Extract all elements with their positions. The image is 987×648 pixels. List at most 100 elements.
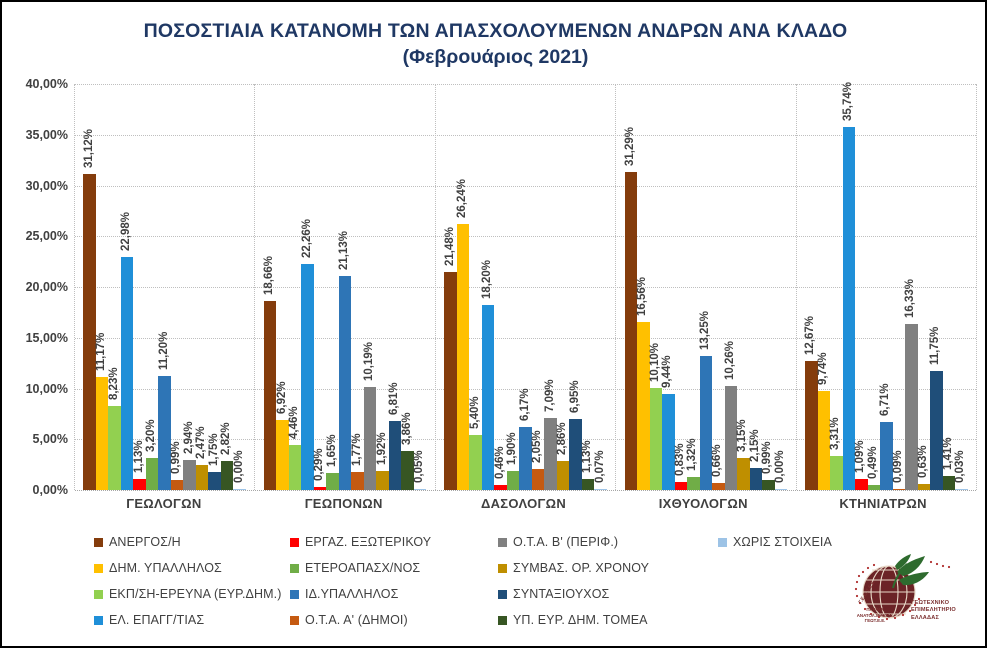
- bar-slot[interactable]: 6,95%: [569, 84, 582, 490]
- bar-slot[interactable]: 10,10%: [649, 84, 663, 490]
- bar[interactable]: [624, 172, 638, 490]
- bar-slot[interactable]: 11,20%: [158, 84, 171, 490]
- bar[interactable]: [855, 478, 868, 490]
- bar-slot[interactable]: 1,65%: [326, 84, 339, 490]
- bar[interactable]: [170, 479, 184, 490]
- legend-item[interactable]: ΕΛ. ΕΠΑΓΓ/ΤΙΑΣ: [94, 613, 290, 627]
- bar[interactable]: [338, 275, 352, 490]
- bar-slot[interactable]: 26,24%: [456, 84, 470, 490]
- bar[interactable]: [83, 174, 96, 490]
- bar-slot[interactable]: 0,49%: [867, 84, 881, 490]
- bar-slot[interactable]: 6,81%: [388, 84, 402, 490]
- bar-slot[interactable]: 1,90%: [506, 84, 520, 490]
- bar-slot[interactable]: 9,74%: [817, 84, 831, 490]
- bar-slot[interactable]: 0,00%: [774, 84, 788, 490]
- bar-slot[interactable]: 12,67%: [804, 84, 818, 490]
- bar[interactable]: [220, 461, 234, 490]
- bar[interactable]: [494, 485, 507, 490]
- bar-slot[interactable]: 2,94%: [183, 84, 196, 490]
- bar[interactable]: [195, 464, 209, 490]
- legend-item[interactable]: ΥΠ. ΕΥΡ. ΔΗΜ. ΤΟΜΕΑ: [498, 613, 718, 627]
- bar[interactable]: [531, 469, 545, 490]
- bar[interactable]: [376, 470, 389, 490]
- bar-slot[interactable]: 0,99%: [170, 84, 184, 490]
- bar[interactable]: [637, 321, 650, 490]
- bar-slot[interactable]: 3,31%: [829, 84, 843, 490]
- bar-slot[interactable]: 9,44%: [661, 84, 675, 490]
- bar-slot[interactable]: 2,47%: [195, 84, 209, 490]
- bar[interactable]: [712, 483, 725, 490]
- bar[interactable]: [481, 305, 495, 490]
- bar-slot[interactable]: 21,48%: [444, 84, 457, 490]
- bar-slot[interactable]: 0,66%: [711, 84, 725, 490]
- bar[interactable]: [388, 420, 402, 490]
- bar-slot[interactable]: 1,32%: [686, 84, 700, 490]
- bar-slot[interactable]: 0,83%: [674, 84, 688, 490]
- bar[interactable]: [456, 223, 470, 490]
- bar-slot[interactable]: 22,98%: [120, 84, 134, 490]
- legend-item[interactable]: ΔΗΜ. ΥΠΑΛΛΗΛΟΣ: [94, 561, 290, 575]
- bar[interactable]: [880, 421, 893, 490]
- bar-slot[interactable]: 16,56%: [636, 84, 650, 490]
- bar-slot[interactable]: 0,09%: [892, 84, 906, 490]
- bar-slot[interactable]: 3,15%: [736, 84, 750, 490]
- legend-item[interactable]: ΕΤΕΡΟΑΠΑΣΧ/ΝΟΣ: [290, 561, 498, 575]
- bar-slot[interactable]: 2,05%: [531, 84, 545, 490]
- legend-item[interactable]: ΣΥΝΤΑΞΙΟΥΧΟΣ: [498, 587, 718, 601]
- bar[interactable]: [413, 488, 427, 490]
- bar-slot[interactable]: 11,75%: [929, 84, 943, 490]
- bar-slot[interactable]: 10,26%: [724, 84, 738, 490]
- bar-slot[interactable]: 6,71%: [879, 84, 893, 490]
- bar[interactable]: [158, 376, 171, 490]
- bar-slot[interactable]: 31,29%: [624, 84, 638, 490]
- bar[interactable]: [687, 476, 700, 490]
- bar-slot[interactable]: 11,17%: [95, 84, 109, 490]
- bar[interactable]: [762, 479, 775, 490]
- bar[interactable]: [208, 472, 221, 490]
- bar[interactable]: [183, 460, 196, 490]
- bar[interactable]: [401, 450, 414, 490]
- legend-item[interactable]: ΕΡΓΑΖ. ΕΞΩΤΕΡΙΚΟΥ: [290, 535, 498, 549]
- bar[interactable]: [737, 458, 750, 490]
- bar[interactable]: [108, 406, 121, 490]
- bar-slot[interactable]: 0,63%: [917, 84, 931, 490]
- bar[interactable]: [569, 419, 582, 490]
- bar-slot[interactable]: 3,86%: [401, 84, 414, 490]
- legend-item[interactable]: ΣΥΜΒΑΣ. ΟΡ. ΧΡΟΝΟΥ: [498, 561, 718, 575]
- bar[interactable]: [842, 127, 856, 490]
- bar[interactable]: [133, 478, 146, 490]
- bar-slot[interactable]: 35,74%: [842, 82, 856, 490]
- bar-slot[interactable]: 31,12%: [83, 84, 96, 490]
- bar[interactable]: [662, 394, 675, 490]
- bar-slot[interactable]: 21,13%: [338, 84, 352, 490]
- bar[interactable]: [363, 386, 377, 490]
- bar[interactable]: [288, 444, 302, 490]
- bar[interactable]: [955, 488, 968, 490]
- bar-slot[interactable]: 1,09%: [854, 84, 868, 490]
- bar[interactable]: [830, 456, 843, 490]
- bar-slot[interactable]: 10,19%: [363, 84, 377, 490]
- bar-slot[interactable]: 1,75%: [208, 84, 221, 490]
- bar-slot[interactable]: 1,41%: [942, 84, 956, 490]
- legend-item[interactable]: ΑΝΕΡΓΟΣ/Η: [94, 535, 290, 549]
- bar[interactable]: [519, 427, 532, 490]
- bar[interactable]: [917, 483, 931, 490]
- bar-slot[interactable]: 0,07%: [594, 84, 607, 490]
- bar-slot[interactable]: 6,17%: [519, 84, 532, 490]
- bar-slot[interactable]: 0,00%: [233, 84, 246, 490]
- bar[interactable]: [817, 391, 831, 490]
- bar-slot[interactable]: 13,25%: [699, 84, 713, 490]
- legend-item[interactable]: Ο.Τ.Α. Α' (ΔΗΜΟΙ): [290, 613, 498, 627]
- bar[interactable]: [892, 488, 906, 490]
- bar-slot[interactable]: 0,99%: [761, 84, 775, 490]
- bar-slot[interactable]: 18,20%: [481, 84, 495, 490]
- bar[interactable]: [444, 271, 457, 490]
- bar[interactable]: [649, 387, 663, 490]
- bar-slot[interactable]: 1,13%: [133, 84, 146, 490]
- bar-slot[interactable]: 0,05%: [413, 84, 427, 490]
- bar[interactable]: [724, 385, 738, 490]
- bar[interactable]: [276, 419, 289, 490]
- bar[interactable]: [326, 473, 339, 490]
- bar[interactable]: [749, 468, 763, 490]
- bar-slot[interactable]: 0,46%: [494, 84, 507, 490]
